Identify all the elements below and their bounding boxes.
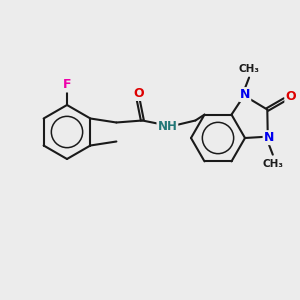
Text: NH: NH	[158, 120, 177, 133]
Text: O: O	[285, 89, 296, 103]
Text: CH₃: CH₃	[238, 64, 260, 74]
Text: CH₃: CH₃	[262, 159, 283, 169]
Text: F: F	[63, 79, 71, 92]
Text: N: N	[240, 88, 250, 101]
Text: O: O	[133, 87, 144, 100]
Text: N: N	[264, 131, 274, 144]
